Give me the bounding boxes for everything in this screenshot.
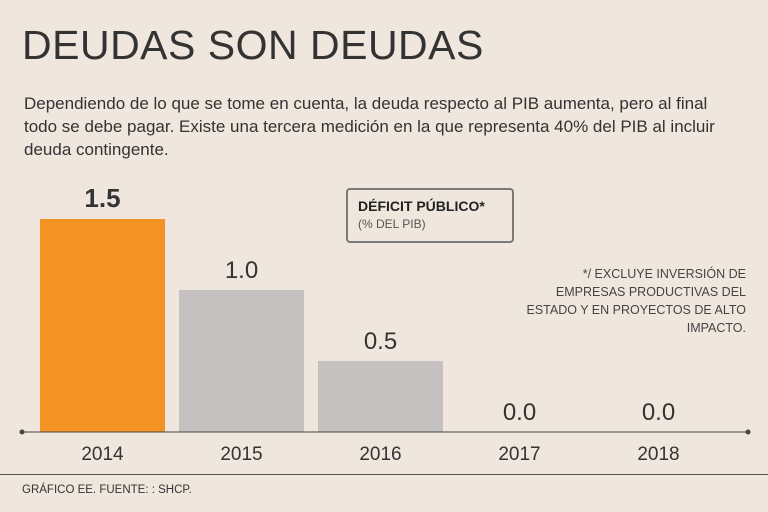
bar-2015	[179, 290, 304, 432]
axis-end-dot	[745, 429, 751, 435]
value-label-2016: 0.5	[364, 328, 397, 355]
x-tick-2016: 2016	[359, 444, 401, 465]
footnote: */ EXCLUYE INVERSIÓN DE EMPRESAS PRODUCT…	[526, 267, 746, 335]
value-label-2015: 1.0	[225, 257, 258, 284]
chart-subtitle: Dependiendo de lo que se tome en cuenta,…	[24, 94, 715, 159]
source-credit: GRÁFICO EE. FUENTE: : SHCP.	[22, 484, 192, 496]
legend-title: DÉFICIT PÚBLICO*	[358, 198, 485, 214]
value-label-2017: 0.0	[503, 399, 536, 426]
value-label-2018: 0.0	[642, 399, 675, 426]
x-tick-2014: 2014	[81, 444, 124, 465]
legend-unit: (% DEL PIB)	[358, 217, 426, 231]
value-label-2014: 1.5	[84, 183, 120, 213]
bar-2014	[40, 219, 165, 432]
x-tick-2015: 2015	[220, 444, 262, 465]
bar-2016	[318, 361, 443, 432]
x-tick-2017: 2017	[498, 444, 540, 465]
x-tick-2018: 2018	[637, 444, 679, 465]
chart-legend-box: DÉFICIT PÚBLICO* (% DEL PIB)	[346, 188, 514, 243]
axis-start-dot	[19, 429, 25, 435]
page-title: DEUDAS SON DEUDAS	[22, 22, 484, 68]
bottom-divider	[0, 474, 768, 475]
